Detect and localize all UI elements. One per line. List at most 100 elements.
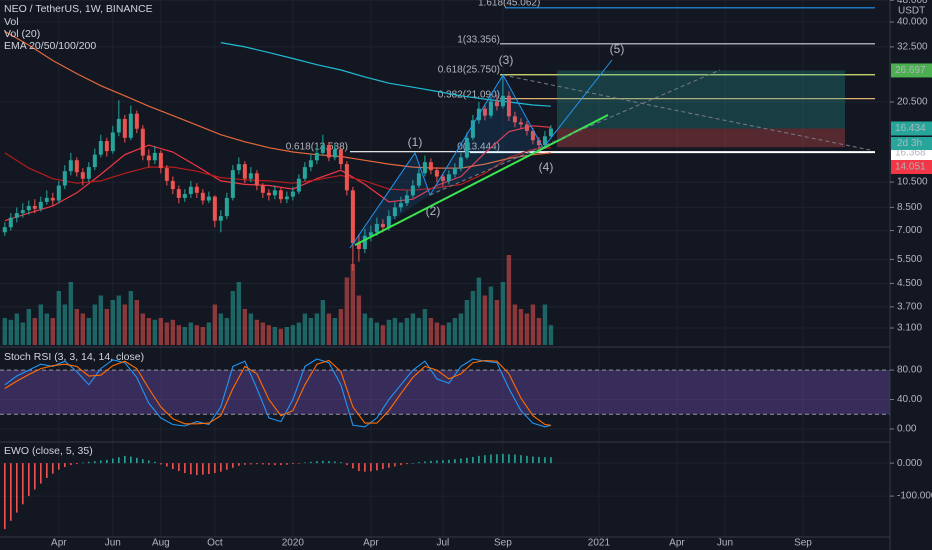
ewo-bar — [340, 462, 342, 464]
ewo-bar — [322, 460, 324, 464]
volume-bar — [290, 325, 296, 345]
ewo-bar — [220, 463, 222, 472]
volume-bar — [104, 309, 110, 345]
fib-label: 0(13.444) — [457, 142, 500, 153]
ewo-bar — [430, 460, 432, 464]
ewo-bar — [310, 461, 312, 464]
ewo-bar — [304, 462, 306, 464]
x-tick-label: Apr — [669, 538, 685, 549]
candle-body — [482, 108, 487, 116]
ewo-bar — [520, 455, 522, 464]
ewo-bar — [28, 463, 30, 497]
wave-fill — [350, 153, 430, 248]
volume-bar — [434, 322, 440, 345]
ewo-bar — [94, 461, 96, 464]
candle-body — [452, 168, 457, 175]
volume-bar — [32, 318, 38, 345]
ewo-bar — [118, 457, 120, 464]
x-tick-label: Aug — [152, 538, 170, 549]
ewo-bar — [472, 456, 474, 464]
ewo-bar — [478, 455, 480, 464]
y-tick-label: 8.500 — [897, 202, 922, 213]
ewo-bar — [46, 463, 48, 478]
ewo-bar — [442, 460, 444, 464]
ewo-bar — [34, 463, 36, 490]
volume-bar — [386, 319, 392, 345]
candle-body — [272, 190, 277, 196]
volume-bar — [452, 318, 458, 345]
candle-body — [236, 164, 241, 171]
volume-bar — [350, 264, 356, 345]
volume-bar — [110, 300, 116, 345]
candle-body — [428, 162, 433, 171]
x-tick-label: Sep — [494, 538, 512, 549]
volume-bar — [200, 327, 206, 345]
ewo-bar — [436, 460, 438, 464]
candle-body — [362, 235, 367, 250]
candle-body — [110, 132, 115, 152]
ewo-bar — [292, 463, 294, 465]
ewo-bar — [226, 463, 228, 470]
candle-body — [164, 168, 169, 181]
ewo-bar — [250, 463, 252, 465]
price-label-box — [891, 63, 932, 78]
ewo-bar — [244, 463, 246, 465]
ewo-bar — [346, 463, 348, 466]
candle-body — [146, 155, 151, 161]
x-tick-label: Apr — [363, 538, 379, 549]
candle-body — [128, 113, 133, 138]
volume-bar — [482, 295, 488, 345]
y-tick-label: 5.500 — [897, 254, 922, 265]
volume-bar — [14, 313, 20, 345]
volume-bar — [2, 318, 8, 345]
candle-body — [398, 203, 403, 208]
candle-body — [290, 191, 295, 197]
countdown-box — [891, 137, 932, 150]
candle-body — [500, 95, 505, 107]
y-tick-label: 80.00 — [897, 365, 922, 376]
candle-body — [122, 118, 127, 138]
volume-bar — [398, 322, 404, 345]
candle-body — [14, 213, 19, 218]
candle-body — [404, 195, 409, 204]
volume-bar — [152, 319, 158, 345]
candle-body — [218, 216, 223, 221]
ewo-bar — [184, 463, 186, 474]
ewo-bar — [532, 456, 534, 464]
ewo-bar — [484, 455, 486, 464]
candle-body — [542, 136, 547, 146]
candle-body — [44, 197, 49, 202]
candle-body — [158, 152, 163, 169]
volume-bar — [548, 325, 554, 345]
volume-bar — [428, 318, 434, 345]
ewo-bar — [454, 459, 456, 464]
volume-bar — [122, 304, 128, 345]
ewo-bar — [106, 459, 108, 464]
volume-bar — [146, 318, 152, 345]
candle-body — [386, 216, 391, 228]
volume-bar — [26, 309, 32, 345]
y-tick-label: 4.500 — [897, 278, 922, 289]
volume-bar — [266, 325, 272, 345]
ewo-bar — [238, 463, 240, 466]
wave-label: (4) — [539, 160, 554, 174]
price-label: 16.368 — [895, 148, 926, 159]
candle-body — [38, 201, 43, 209]
volume-bar — [416, 318, 422, 345]
volume-bar — [470, 291, 476, 345]
volume-bar — [368, 318, 374, 345]
fib-label: 0.382(21.090) — [438, 90, 500, 101]
layer: 1.618(45.062) 1(33.356) 0.618(25.750) 0.382… — [2, 0, 875, 530]
candle-body — [32, 205, 37, 209]
ewo-bar — [58, 463, 60, 470]
ewo-bar — [76, 463, 78, 465]
volume-bar — [140, 313, 146, 345]
candle-body — [248, 173, 253, 179]
candle-body — [266, 192, 271, 196]
ewo-bar — [142, 459, 144, 464]
candle-body — [182, 194, 187, 198]
volume-bar — [284, 327, 290, 345]
wave-label: (5) — [610, 42, 625, 56]
